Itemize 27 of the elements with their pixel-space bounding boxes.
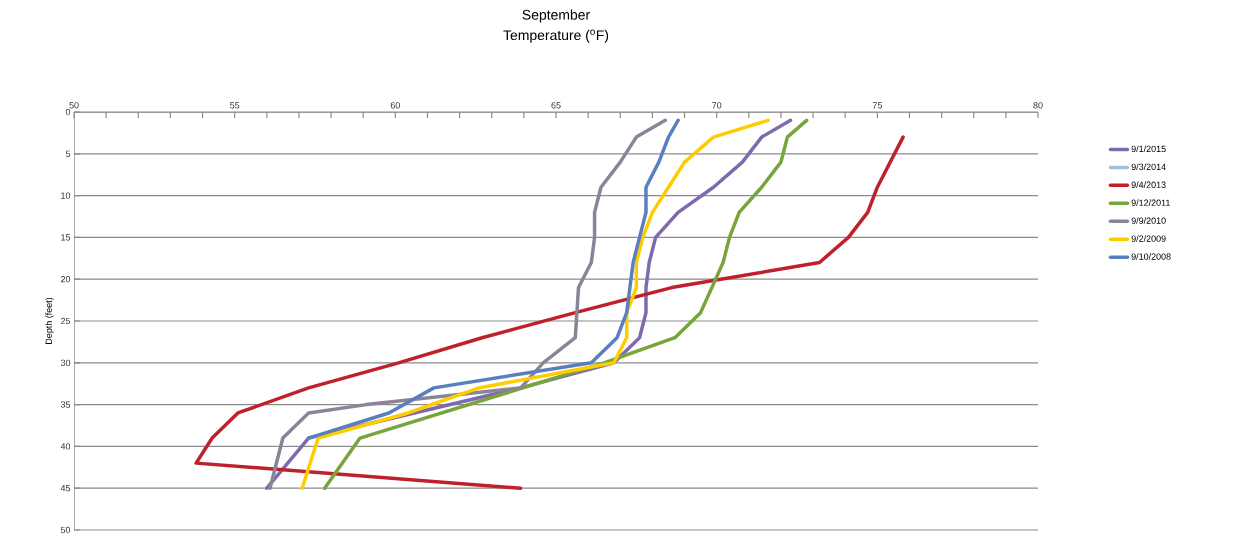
x-tick-label: 80 [1033,102,1043,109]
legend-label: 9/2/2009 [1131,235,1166,242]
legend-label: 9/1/2015 [1131,145,1166,153]
x-tick-label: 70 [712,102,722,109]
y-tick-label: 35 [60,401,71,408]
legend-label: 9/4/2013 [1131,181,1166,188]
y-tick-label: 10 [61,192,71,199]
legend-label: 9/3/2014 [1131,163,1166,170]
y-tick-label: 20 [60,276,71,283]
x-tick-label: 75 [872,102,882,109]
y-tick-label: 5 [65,150,71,157]
legend-label: 9/12/2011 [1131,199,1170,206]
y-tick-label: 15 [61,234,71,241]
y-tick-label: 50 [60,526,71,534]
chart-title: September [522,9,590,23]
y-tick-label: 40 [60,443,71,450]
y-axis-title: Depth (feet) [45,297,54,344]
y-tick-label: 45 [60,485,71,492]
legend-label: 9/10/2008 [1131,253,1171,260]
x-tick-label: 65 [551,102,561,109]
x-axis-title: Temperature ($^{o}$F) [503,29,609,43]
x-tick-label: 60 [390,102,400,109]
x-tick-label: 55 [230,102,240,109]
y-tick-label: 0 [65,108,71,116]
legend-label: 9/9/2010 [1131,217,1166,224]
y-tick-label: 25 [60,317,71,325]
y-tick-label: 30 [60,359,71,366]
